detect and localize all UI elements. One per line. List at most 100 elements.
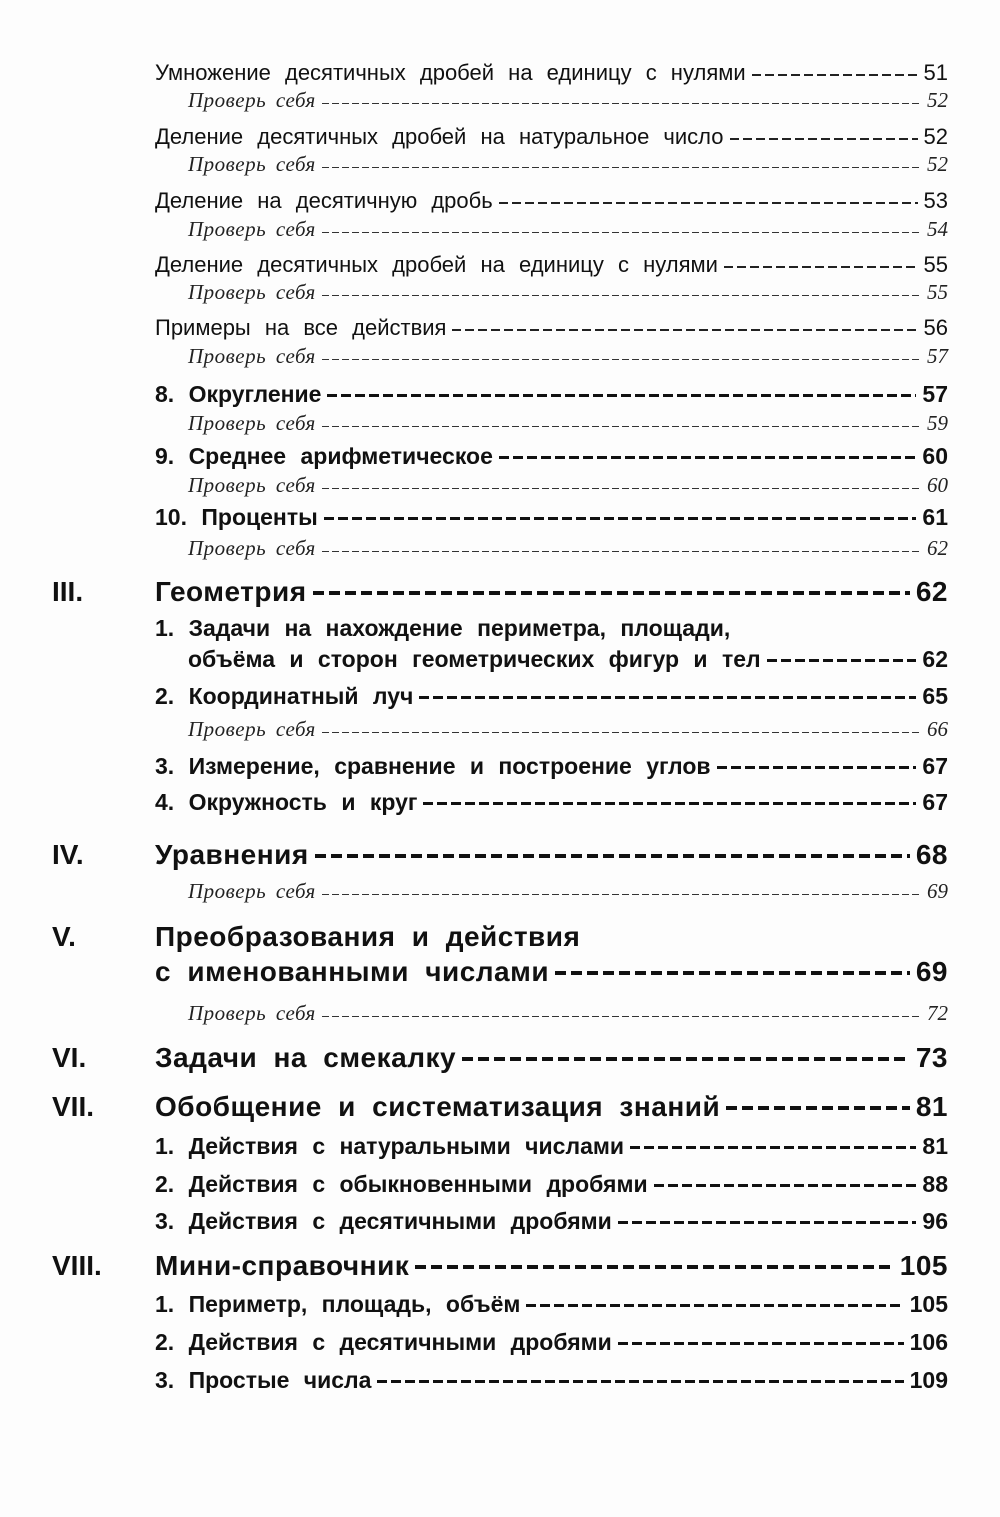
dot-leader: [321, 731, 921, 734]
dot-leader: [653, 1184, 917, 1187]
dot-leader: [327, 394, 917, 397]
page-number: 60: [927, 473, 948, 497]
toc-entry: Примеры на все действия 56: [155, 315, 948, 341]
toc-entry: 2. Действия с десятичными дробями 106: [155, 1329, 948, 1356]
entry-title: Деление на десятичную дробь: [155, 188, 493, 213]
page-number: 52: [923, 124, 948, 149]
page-number: 62: [922, 646, 948, 672]
section-numeral: VI.: [52, 1042, 87, 1073]
dot-leader: [415, 1265, 894, 1269]
page-number: 62: [915, 576, 948, 607]
entry-title: 3. Действия с десятичными дробями: [155, 1208, 612, 1234]
toc-entry: 1. Периметр, площадь, объём 105: [155, 1291, 948, 1318]
toc-entry-check: Проверь себя 60: [188, 473, 948, 498]
entry-title: 8. Округление: [155, 381, 322, 407]
entry-title: 2. Координатный луч: [155, 683, 414, 709]
entry-title: Задачи на смекалку: [155, 1042, 457, 1073]
section-numeral: III.: [52, 576, 84, 607]
toc-entry-check: Проверь себя 72: [188, 1001, 948, 1026]
toc-entry: 2. Координатный луч 65: [155, 683, 948, 710]
dot-leader: [321, 294, 921, 297]
dot-leader: [716, 766, 917, 769]
page-number: 52: [927, 152, 948, 176]
toc-entry-check: Проверь себя 69: [188, 879, 948, 904]
dot-leader: [498, 456, 917, 459]
toc-entry: 3. Действия с десятичными дробями 96: [155, 1208, 948, 1235]
page-number: 109: [909, 1367, 948, 1393]
dot-leader: [321, 425, 921, 428]
dot-leader: [498, 202, 918, 204]
entry-title: Проверь себя: [188, 473, 316, 497]
dot-leader: [321, 487, 921, 490]
page-number: 67: [922, 789, 948, 815]
entry-title: 1. Действия с натуральными числами: [155, 1133, 625, 1159]
entry-title: объёма и сторон геометрических фигур и т…: [188, 646, 761, 672]
toc-entry-check: Проверь себя 57: [188, 344, 948, 369]
page-number: 65: [922, 683, 948, 709]
toc-entry: Преобразования и действия: [155, 921, 580, 953]
page-number: 69: [927, 879, 948, 903]
entry-title: Проверь себя: [188, 280, 316, 304]
page-number: 106: [909, 1329, 948, 1355]
dot-leader: [729, 138, 918, 140]
dot-leader: [321, 358, 921, 361]
dot-leader: [726, 1106, 910, 1110]
dot-leader: [377, 1380, 904, 1383]
entry-title: 3. Простые числа: [155, 1367, 372, 1393]
page-number: 51: [923, 60, 948, 85]
entry-title: Геометрия: [155, 576, 307, 607]
toc-entry: Деление на десятичную дробь 53: [155, 188, 948, 214]
entry-title: 2. Действия с десятичными дробями: [155, 1329, 612, 1355]
page-number: 105: [899, 1250, 948, 1281]
toc-entry: Деление десятичных дробей на натуральное…: [155, 124, 948, 150]
page-number: 66: [927, 717, 948, 741]
entry-title: Примеры на все действия: [155, 315, 447, 340]
toc-entry: Мини-справочник 105: [155, 1250, 948, 1282]
page-number: 54: [927, 217, 948, 241]
toc-entry: 1. Действия с натуральными числами 81: [155, 1133, 948, 1160]
page-number: 68: [915, 839, 948, 870]
dot-leader: [751, 74, 918, 76]
entry-title: Проверь себя: [188, 152, 316, 176]
entry-title: 1. Задачи на нахождение периметра, площа…: [155, 615, 731, 641]
entry-title: с именованными числами: [155, 956, 550, 987]
entry-title: 1. Периметр, площадь, объём: [155, 1291, 521, 1317]
dot-leader: [321, 1015, 921, 1018]
toc-entry: 3. Измерение, сравнение и построение угл…: [155, 753, 948, 780]
toc-entry-check: Проверь себя 62: [188, 536, 948, 561]
entry-title: Проверь себя: [188, 717, 316, 741]
entry-title: Проверь себя: [188, 536, 316, 560]
dot-leader: [321, 550, 921, 553]
dot-leader: [423, 802, 917, 805]
toc-entry: 3. Простые числа 109: [155, 1367, 948, 1394]
page-number: 81: [922, 1133, 948, 1159]
dot-leader: [617, 1342, 904, 1345]
toc-entry: Обобщение и систематизация знаний 81: [155, 1091, 948, 1123]
section-numeral: V.: [52, 921, 76, 952]
page-number: 60: [922, 443, 948, 469]
entry-title: 10. Проценты: [155, 504, 318, 530]
section-numeral: VIII.: [52, 1250, 102, 1281]
toc-entry: 8. Округление 57: [155, 381, 948, 408]
page-number: 55: [927, 280, 948, 304]
toc-entry: Умножение десятичных дробей на единицу с…: [155, 60, 948, 86]
toc-entry: Уравнения 68: [155, 839, 948, 871]
toc-entry-check: Проверь себя 59: [188, 411, 948, 436]
entry-title: Проверь себя: [188, 879, 316, 903]
entry-title: Деление десятичных дробей на единицу с н…: [155, 252, 718, 277]
page-number: 72: [927, 1001, 948, 1025]
page-number: 61: [922, 504, 948, 530]
toc-entry-check: Проверь себя 54: [188, 217, 948, 242]
page-number: 81: [915, 1091, 948, 1122]
page-number: 73: [915, 1042, 948, 1073]
toc-entry-check: Проверь себя 52: [188, 88, 948, 113]
dot-leader: [419, 696, 917, 699]
page-number: 96: [922, 1208, 948, 1234]
page-number: 62: [927, 536, 948, 560]
entry-title: Деление десятичных дробей на натуральное…: [155, 124, 724, 149]
dot-leader: [617, 1221, 917, 1224]
toc-entry: 1. Задачи на нахождение периметра, площа…: [155, 615, 730, 642]
page-number: 57: [927, 344, 948, 368]
dot-leader: [321, 893, 921, 896]
page-number: 53: [923, 188, 948, 213]
